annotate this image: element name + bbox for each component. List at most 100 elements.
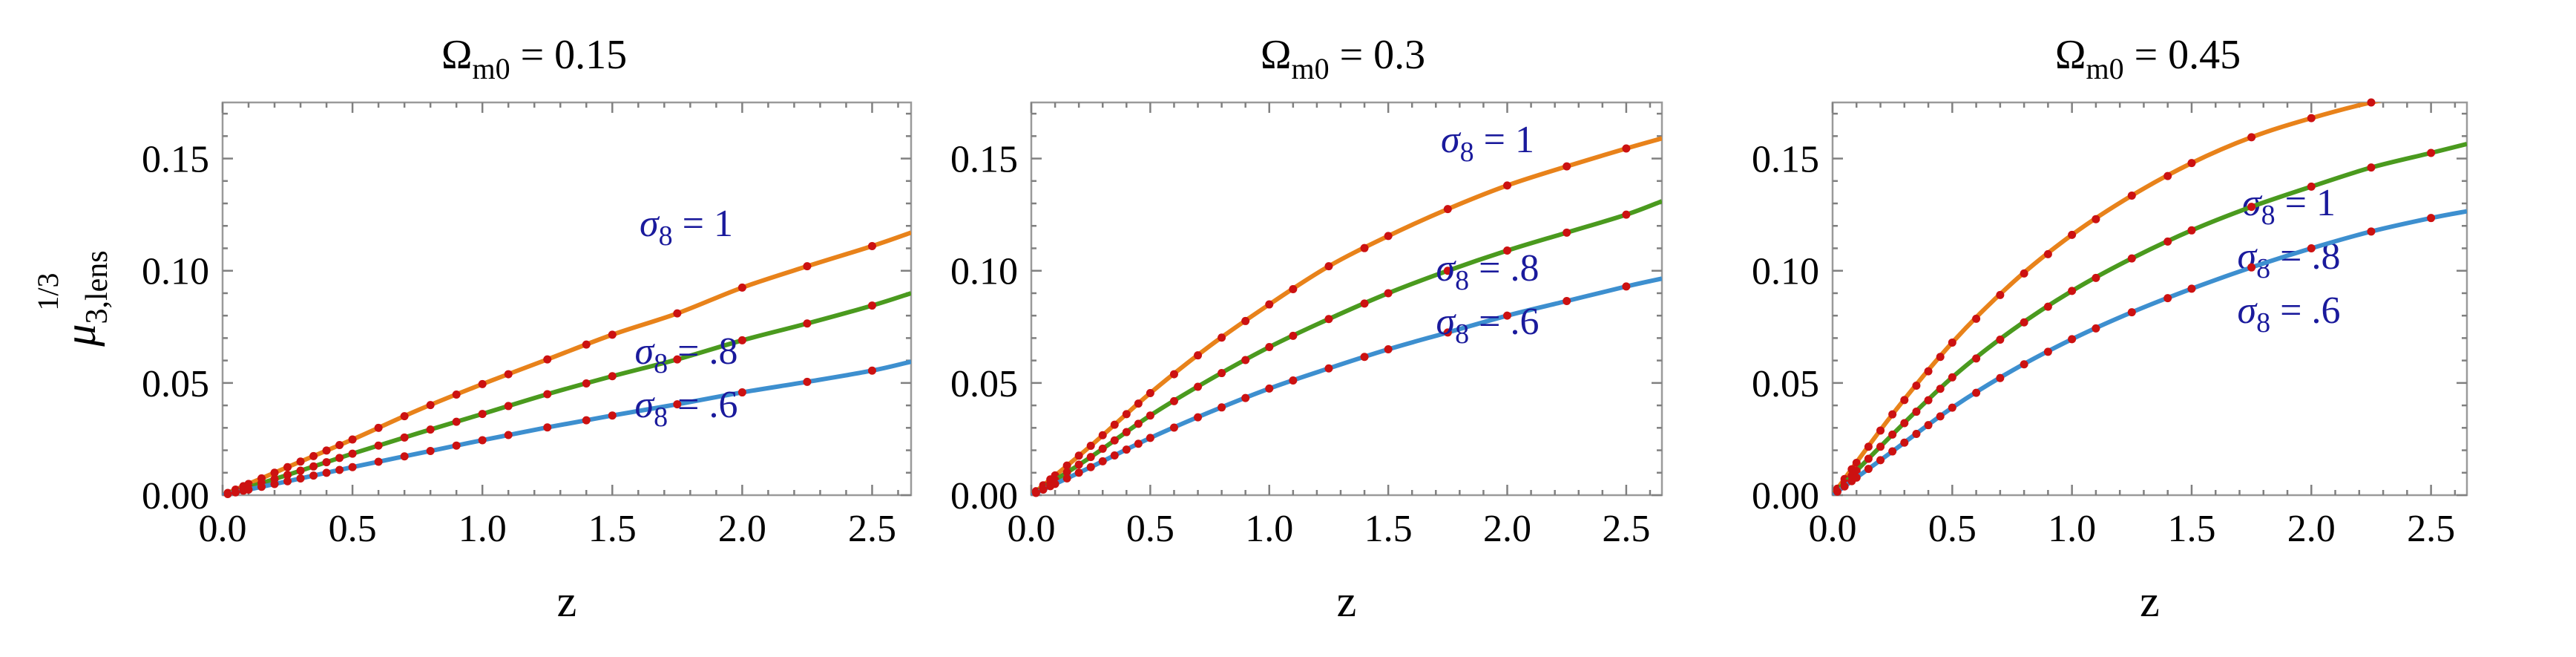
data-point <box>348 435 357 444</box>
plot-frame <box>1831 101 2468 497</box>
data-point <box>1833 487 1841 496</box>
y-tick-label: 0.00 <box>1752 475 1819 517</box>
data-point <box>1324 315 1333 324</box>
y-tick-label: 0.10 <box>950 251 1018 293</box>
data-point <box>504 431 513 439</box>
data-point <box>2127 254 2136 263</box>
data-point <box>270 468 279 477</box>
plot-frame <box>221 101 913 497</box>
data-point <box>1062 468 1071 477</box>
data-point <box>608 330 617 339</box>
data-point <box>1241 393 1250 402</box>
data-point <box>1384 345 1393 354</box>
y-axis-subscript: 3,lens <box>80 250 114 324</box>
data-point <box>2163 294 2172 303</box>
data-point <box>2020 269 2028 278</box>
data-point <box>1062 461 1071 470</box>
data-point <box>2367 227 2376 236</box>
data-point <box>1360 353 1369 362</box>
series-line <box>1833 209 2467 495</box>
y-tick-label: 0.10 <box>1752 251 1819 293</box>
data-point <box>673 355 682 364</box>
data-point <box>1622 282 1631 291</box>
data-point <box>867 301 876 310</box>
data-point <box>1900 438 1909 447</box>
title-subscript: m0 <box>2086 52 2123 85</box>
data-point <box>1146 388 1154 397</box>
x-tick-label: 1.5 <box>588 508 637 550</box>
data-point <box>335 465 344 474</box>
data-point <box>673 309 682 318</box>
data-point <box>867 366 876 375</box>
data-point <box>1265 300 1274 309</box>
y-tick-label: 0.15 <box>1752 139 1819 181</box>
data-point <box>582 379 591 388</box>
data-point <box>2068 287 2077 295</box>
data-point <box>1289 285 1298 294</box>
data-point <box>1134 439 1143 448</box>
x-tick-label: 2.5 <box>2407 508 2455 550</box>
x-tick-label: 0.5 <box>329 508 377 550</box>
data-point <box>2020 318 2028 327</box>
x-tick-label: 1.0 <box>459 508 507 550</box>
data-point <box>309 471 318 480</box>
data-point <box>1384 289 1393 298</box>
data-point <box>1563 228 1571 237</box>
data-point <box>504 402 513 411</box>
data-point <box>374 441 383 450</box>
data-point <box>1074 451 1083 460</box>
chart-title: Ωm0 = 0.45 <box>2055 32 2241 85</box>
data-point <box>2068 335 2077 344</box>
data-point <box>2092 273 2100 282</box>
data-point <box>2163 237 2172 246</box>
data-point <box>2068 230 2077 239</box>
data-point <box>1912 381 1921 390</box>
data-point <box>1924 367 1933 376</box>
data-point <box>737 388 746 397</box>
data-point <box>803 319 812 328</box>
data-point <box>2427 148 2436 157</box>
data-point <box>1972 388 1981 397</box>
data-point <box>1888 447 1897 456</box>
data-point <box>1194 382 1203 391</box>
data-point <box>2307 182 2316 191</box>
data-point <box>2163 171 2172 180</box>
data-point <box>426 446 435 455</box>
data-point <box>2127 308 2136 317</box>
data-point <box>2247 203 2256 212</box>
data-point <box>1110 451 1119 460</box>
data-point <box>1876 426 1885 435</box>
x-tick-label: 1.0 <box>1245 508 1293 550</box>
title-symbol: Ω <box>441 32 473 78</box>
x-tick-label: 2.5 <box>848 508 896 550</box>
x-axis-label: z <box>2140 577 2160 626</box>
plot-frame <box>1030 101 1663 497</box>
y-tick-label: 0.05 <box>142 363 209 405</box>
series-line <box>1031 136 1662 495</box>
data-point <box>426 425 435 434</box>
data-point <box>1074 460 1083 469</box>
x-tick-label: 2.0 <box>2287 508 2336 550</box>
data-point <box>2092 215 2100 223</box>
y-axis-symbol: μ <box>56 324 105 347</box>
data-point <box>322 468 331 477</box>
data-point <box>296 474 305 483</box>
data-point <box>1051 480 1059 488</box>
data-point <box>1924 421 1933 430</box>
data-point <box>1360 243 1369 252</box>
data-point <box>2247 263 2256 272</box>
data-point <box>1146 434 1154 442</box>
data-point <box>1324 262 1333 271</box>
series-label: σ8 = .6 <box>635 384 738 433</box>
data-point <box>296 457 305 466</box>
data-point <box>478 379 487 388</box>
data-point <box>608 411 617 420</box>
data-point <box>2187 226 2196 235</box>
data-point <box>1912 429 1921 438</box>
data-point <box>231 488 240 497</box>
y-axis-label: μ3,lens <box>56 250 114 347</box>
data-point <box>1936 412 1945 421</box>
data-point <box>1134 419 1143 428</box>
data-point <box>374 457 383 466</box>
data-point <box>1948 338 1956 347</box>
